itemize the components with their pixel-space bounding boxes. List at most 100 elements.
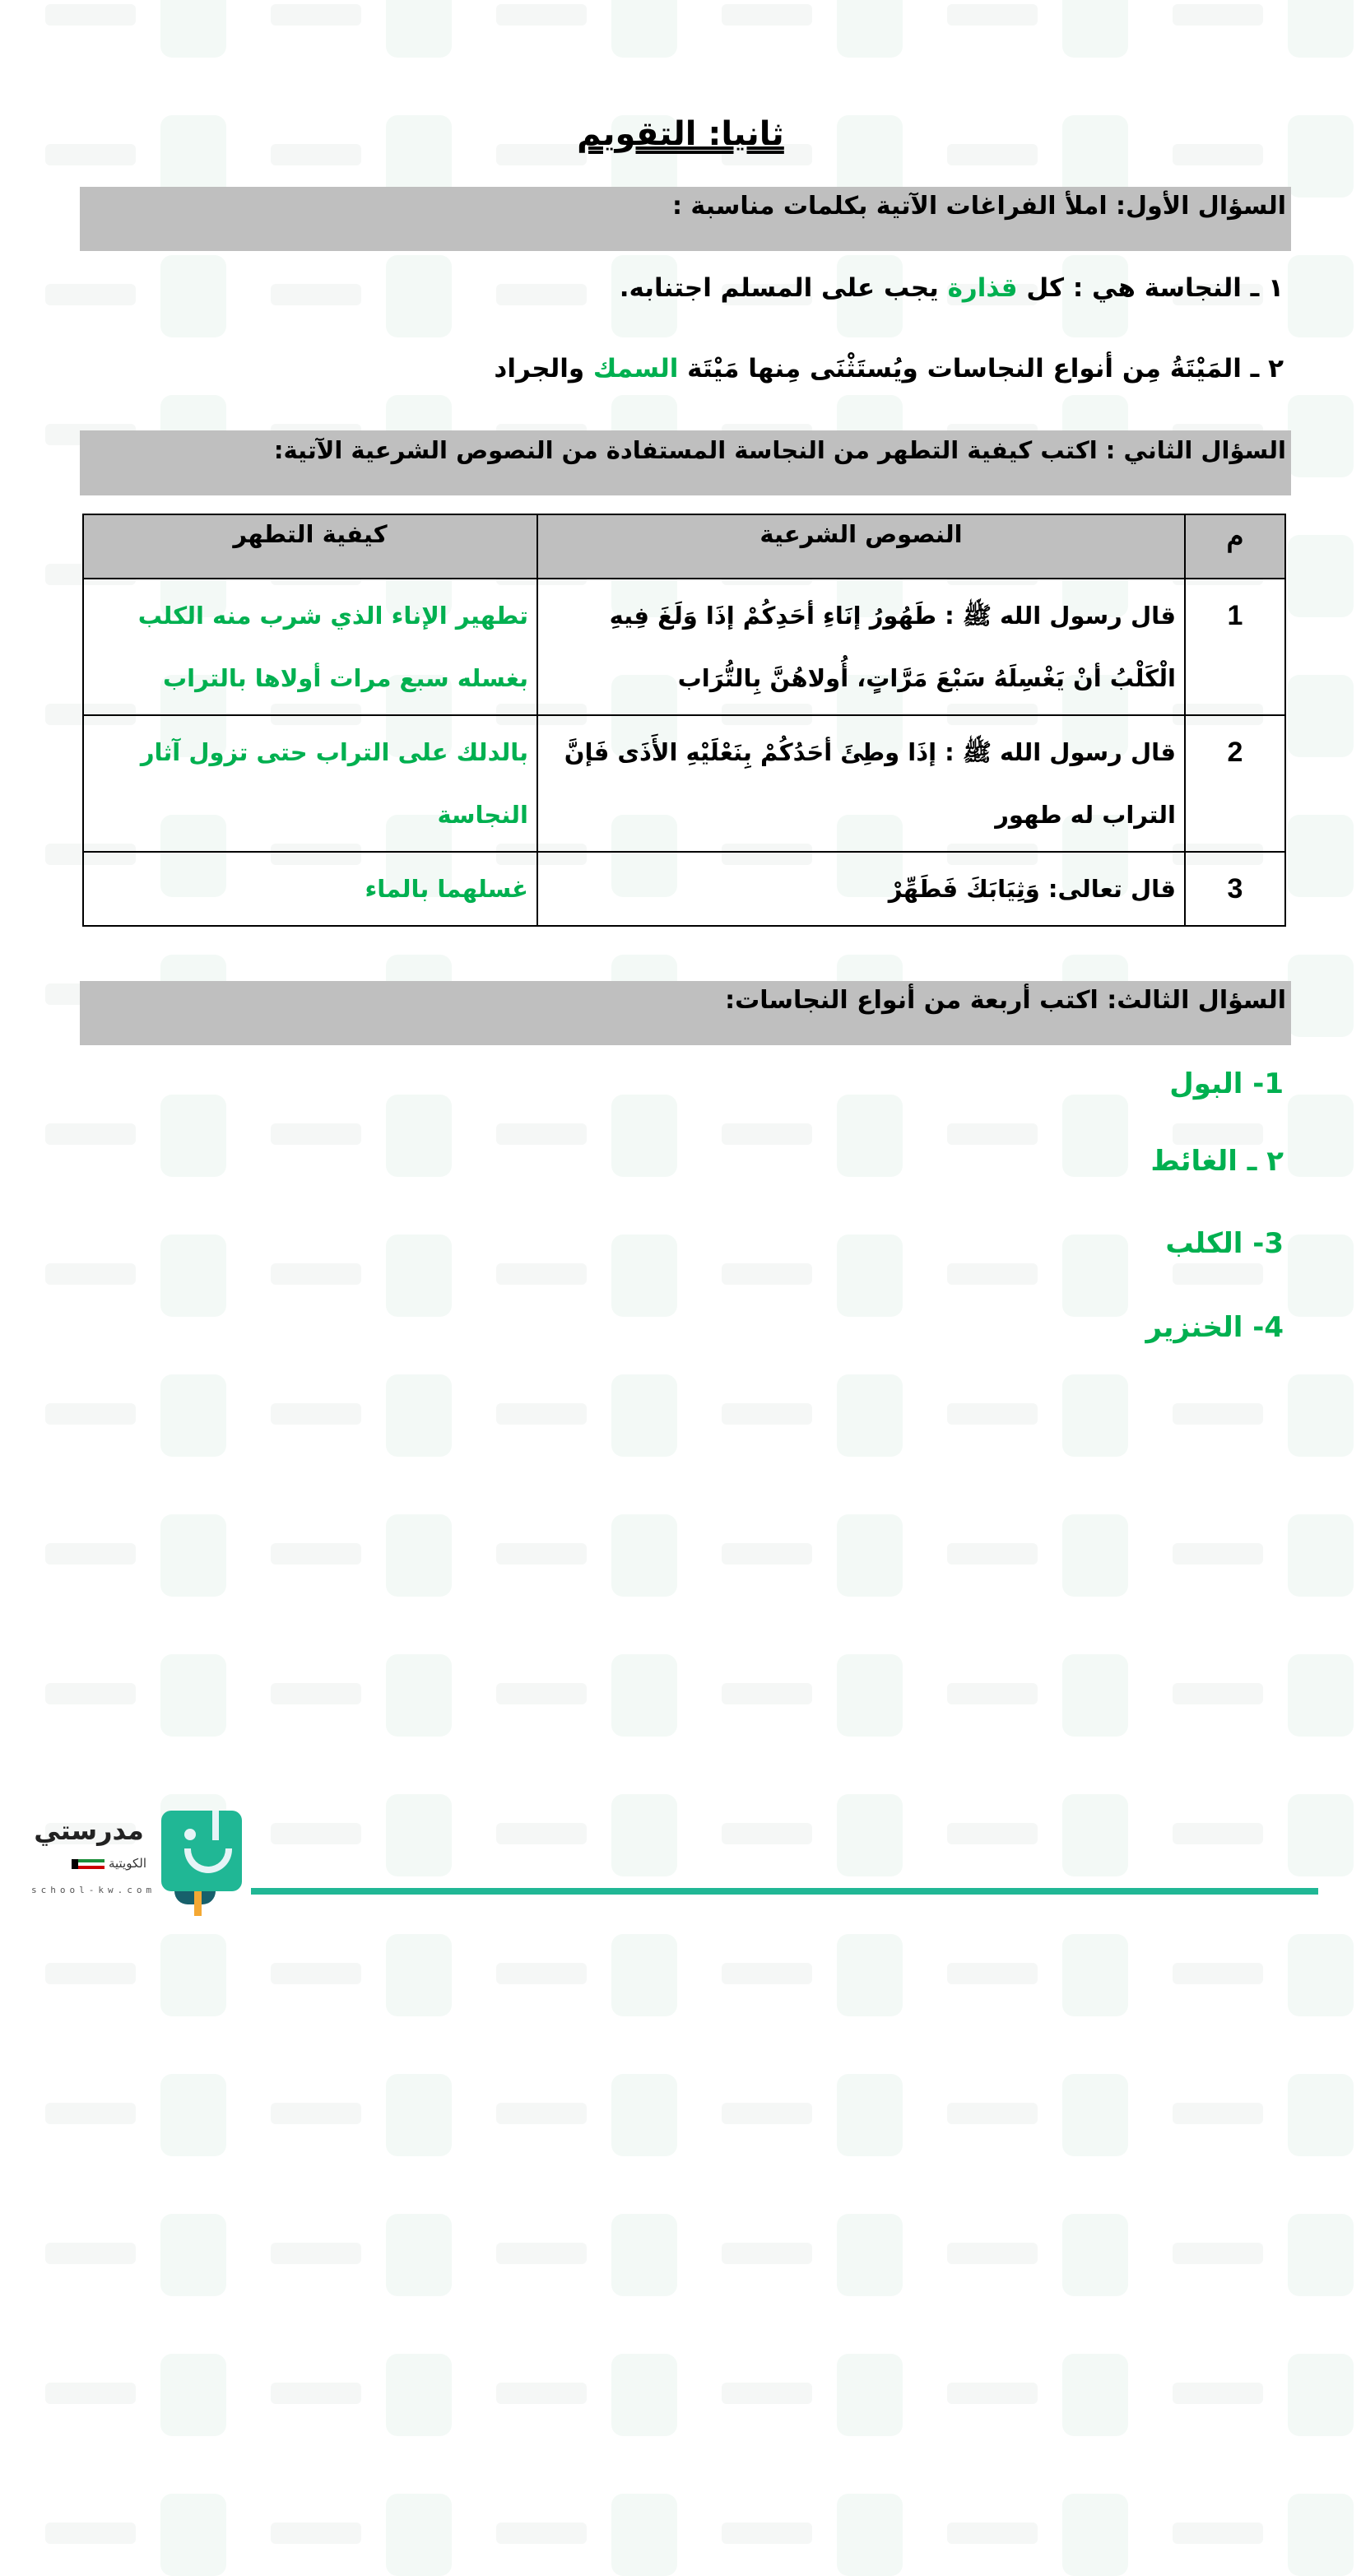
watermark-wordmark-shape [1173, 1823, 1263, 1844]
watermark-wordmark-shape [45, 1403, 136, 1425]
watermark-wordmark-shape [496, 1543, 587, 1565]
watermark-logo-icon [611, 1794, 677, 1876]
watermark-wordmark-shape [947, 1123, 1038, 1145]
watermark-wordmark-shape [947, 4, 1038, 26]
watermark-wordmark-shape [271, 4, 361, 26]
question-1-heading-band: السؤال الأول: املأ الفراغات الآتية بكلما… [80, 187, 1291, 251]
watermark-logo-icon [1288, 2354, 1354, 2436]
watermark-wordmark-shape [1173, 2103, 1263, 2124]
watermark-wordmark-shape [45, 1123, 136, 1145]
watermark-wordmark-shape [496, 2243, 587, 2264]
watermark-wordmark-shape [496, 1683, 587, 1704]
watermark-logo-icon [837, 2214, 903, 2296]
watermark-logo-icon [1288, 2494, 1354, 2576]
question-3-heading: السؤال الثالث: اكتب أربعة من أنواع النجا… [725, 986, 1286, 1015]
watermark-logo-icon [386, 1654, 452, 1737]
watermark-logo-icon [386, 2354, 452, 2436]
watermark-logo-icon [1062, 1654, 1128, 1737]
watermark-logo-icon [611, 1654, 677, 1737]
watermark-wordmark-shape [45, 1263, 136, 1285]
watermark-logo-icon [386, 2494, 452, 2576]
watermark-wordmark-shape [496, 2383, 587, 2404]
list-item: ٢ ـ الغائط [1150, 1145, 1284, 1178]
list-item: 1- البول [1169, 1067, 1284, 1100]
watermark-logo-icon [1288, 395, 1354, 477]
kuwait-flag-icon [72, 1858, 105, 1869]
watermark-wordmark-shape [45, 2383, 136, 2404]
watermark-logo-icon [837, 1654, 903, 1737]
watermark-logo-icon [1062, 2354, 1128, 2436]
watermark-wordmark-shape [722, 2523, 812, 2544]
watermark-logo-icon [611, 1514, 677, 1597]
watermark-logo-icon [160, 1934, 226, 2016]
watermark-wordmark-shape [722, 1963, 812, 1984]
watermark-logo-icon [611, 1934, 677, 2016]
watermark-logo-icon [386, 2074, 452, 2156]
watermark-wordmark-shape [722, 1123, 812, 1145]
watermark-wordmark-shape [271, 2383, 361, 2404]
watermark-logo-icon [160, 2214, 226, 2296]
watermark-logo-icon [1062, 2074, 1128, 2156]
watermark-wordmark-shape [722, 1823, 812, 1844]
watermark-logo-icon [1288, 1374, 1354, 1457]
question-3-heading-band: السؤال الثالث: اكتب أربعة من أنواع النجا… [80, 981, 1291, 1045]
watermark-wordmark-shape [45, 1963, 136, 1984]
watermark-logo-icon [1062, 2214, 1128, 2296]
watermark-wordmark-shape [271, 1123, 361, 1145]
watermark-wordmark-shape [496, 2103, 587, 2124]
watermark-wordmark-shape [947, 1403, 1038, 1425]
watermark-wordmark-shape [1173, 1403, 1263, 1425]
watermark-wordmark-shape [271, 1543, 361, 1565]
watermark-wordmark-shape [947, 2523, 1038, 2544]
watermark-wordmark-shape [947, 1543, 1038, 1565]
watermark-logo-icon [837, 1934, 903, 2016]
watermark-logo-icon [160, 2354, 226, 2436]
watermark-logo-icon [837, 1794, 903, 1876]
watermark-logo-icon [1288, 815, 1354, 897]
watermark-wordmark-shape [496, 1823, 587, 1844]
table-row: 3 قال تعالى: وَثِيَابَكَ فَطَهِّرْ غسلهم… [82, 851, 1286, 927]
watermark-wordmark-shape [947, 1963, 1038, 1984]
watermark-logo-icon [1062, 0, 1128, 58]
watermark-logo-icon [837, 0, 903, 58]
question-1-heading: السؤال الأول: املأ الفراغات الآتية بكلما… [671, 192, 1286, 221]
watermark-wordmark-shape [271, 1823, 361, 1844]
watermark-logo-icon [160, 0, 226, 58]
watermark-wordmark-shape [1173, 4, 1263, 26]
watermark-logo-icon [160, 1374, 226, 1457]
watermark-wordmark-shape [271, 1263, 361, 1285]
watermark-wordmark-shape [496, 1263, 587, 1285]
watermark-logo-icon [386, 1374, 452, 1457]
watermark-wordmark-shape [271, 2243, 361, 2264]
watermark-logo-icon [1288, 1514, 1354, 1597]
watermark-wordmark-shape [271, 1683, 361, 1704]
watermark-logo-icon [386, 1514, 452, 1597]
watermark-wordmark-shape [722, 2243, 812, 2264]
watermark-logo-icon [611, 2494, 677, 2576]
watermark-wordmark-shape [45, 4, 136, 26]
watermark-logo-icon [837, 1095, 903, 1177]
watermark-logo-icon [837, 2354, 903, 2436]
watermark-logo-icon [611, 0, 677, 58]
watermark-wordmark-shape [1173, 1263, 1263, 1285]
watermark-logo-icon [1288, 1654, 1354, 1737]
watermark-logo-icon [1288, 1934, 1354, 2016]
watermark-logo-icon [611, 2354, 677, 2436]
watermark-logo-icon [160, 2494, 226, 2576]
watermark-wordmark-shape [722, 1403, 812, 1425]
watermark-wordmark-shape [271, 2103, 361, 2124]
watermark-wordmark-shape [496, 1123, 587, 1145]
watermark-logo-icon [611, 1235, 677, 1317]
footer-logo: مدرستي الكويتية school-kw.com [31, 1811, 242, 1922]
watermark-logo-icon [1062, 2494, 1128, 2576]
watermark-wordmark-shape [1173, 1683, 1263, 1704]
watermark-wordmark-shape [496, 2523, 587, 2544]
watermark-wordmark-shape [271, 1963, 361, 1984]
watermark-logo-icon [611, 1374, 677, 1457]
watermark-logo-icon [1288, 0, 1354, 58]
watermark-wordmark-shape [722, 1263, 812, 1285]
watermark-logo-icon [160, 1235, 226, 1317]
watermark-logo-icon [611, 2074, 677, 2156]
watermark-logo-icon [1288, 2074, 1354, 2156]
q1-item-2: ٢ ـ المَيْتَةُ مِن أنواع النجاسات ويُستَ… [494, 354, 1284, 384]
